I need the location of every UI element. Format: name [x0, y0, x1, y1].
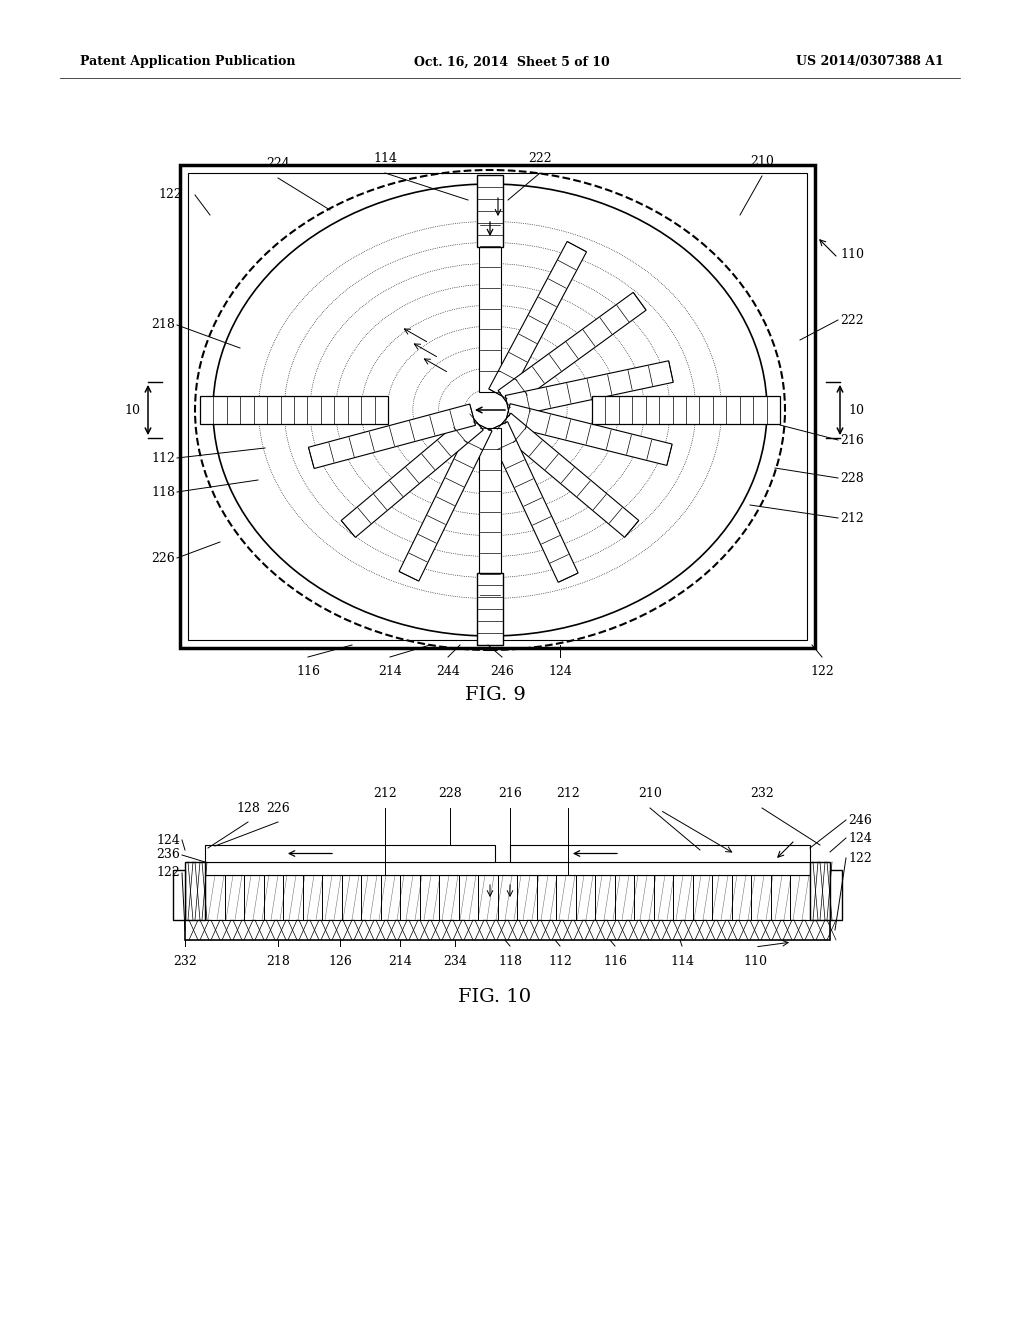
Text: 116: 116 [603, 954, 627, 968]
Text: 110: 110 [840, 248, 864, 261]
Bar [830, 870, 842, 920]
Polygon shape [505, 360, 673, 417]
Text: Oct. 16, 2014  Sheet 5 of 10: Oct. 16, 2014 Sheet 5 of 10 [414, 55, 610, 69]
Text: 128: 128 [237, 803, 260, 814]
Bar [477, 573, 503, 645]
Polygon shape [488, 242, 587, 399]
Text: 236: 236 [156, 849, 180, 862]
Text: 210: 210 [750, 154, 774, 168]
Text: 214: 214 [388, 954, 412, 968]
Polygon shape [505, 404, 672, 466]
Text: Patent Application Publication: Patent Application Publication [80, 55, 296, 69]
Polygon shape [479, 224, 501, 392]
Bar [180, 165, 815, 648]
Bar [173, 870, 185, 920]
Text: 126: 126 [328, 954, 352, 968]
Text: 246: 246 [848, 813, 871, 826]
Text: 232: 232 [751, 787, 774, 800]
Text: 232: 232 [173, 954, 197, 968]
Text: 118: 118 [151, 486, 175, 499]
Polygon shape [479, 428, 501, 595]
Text: 116: 116 [296, 665, 319, 678]
Polygon shape [498, 292, 646, 408]
Text: 114: 114 [670, 954, 694, 968]
Text: 218: 218 [266, 954, 290, 968]
Text: 222: 222 [528, 152, 552, 165]
Text: 224: 224 [266, 157, 290, 170]
Bar [510, 845, 810, 862]
Bar [477, 176, 503, 247]
Text: 210: 210 [638, 787, 662, 800]
Text: 212: 212 [373, 787, 397, 800]
Text: 110: 110 [743, 954, 767, 968]
Polygon shape [487, 421, 579, 582]
Text: 114: 114 [373, 152, 397, 165]
Bar [810, 862, 830, 920]
Text: 112: 112 [152, 451, 175, 465]
Text: 228: 228 [840, 471, 864, 484]
Polygon shape [308, 404, 475, 469]
Text: 124: 124 [548, 665, 572, 678]
Bar [205, 862, 810, 875]
Text: 124: 124 [848, 832, 871, 845]
Text: 214: 214 [378, 665, 402, 678]
Text: 244: 244 [436, 665, 460, 678]
Bar [185, 862, 205, 920]
Text: 216: 216 [498, 787, 522, 800]
Polygon shape [497, 413, 639, 537]
Text: 124: 124 [156, 833, 180, 846]
Text: 246: 246 [490, 665, 514, 678]
Text: 10: 10 [124, 404, 140, 417]
Text: 216: 216 [840, 433, 864, 446]
Text: 226: 226 [152, 552, 175, 565]
Bar [205, 845, 495, 862]
Bar [592, 396, 780, 424]
Text: 118: 118 [498, 954, 522, 968]
Bar [185, 920, 830, 940]
Text: 226: 226 [266, 803, 290, 814]
Text: FIG. 9: FIG. 9 [465, 686, 525, 704]
Polygon shape [341, 413, 483, 537]
Text: 122: 122 [848, 851, 871, 865]
Text: 122: 122 [810, 665, 834, 678]
Text: 112: 112 [548, 954, 572, 968]
Text: 218: 218 [152, 318, 175, 331]
Text: 122: 122 [159, 189, 182, 202]
Text: 122: 122 [157, 866, 180, 879]
Bar [205, 875, 810, 920]
Text: FIG. 10: FIG. 10 [459, 987, 531, 1006]
Polygon shape [399, 421, 492, 581]
Bar [188, 173, 807, 640]
Text: 212: 212 [840, 511, 864, 524]
Text: 222: 222 [840, 314, 863, 326]
Text: 212: 212 [556, 787, 580, 800]
Text: US 2014/0307388 A1: US 2014/0307388 A1 [797, 55, 944, 69]
Text: 234: 234 [443, 954, 467, 968]
Text: 10: 10 [848, 404, 864, 417]
Bar [200, 396, 388, 424]
Text: 228: 228 [438, 787, 462, 800]
